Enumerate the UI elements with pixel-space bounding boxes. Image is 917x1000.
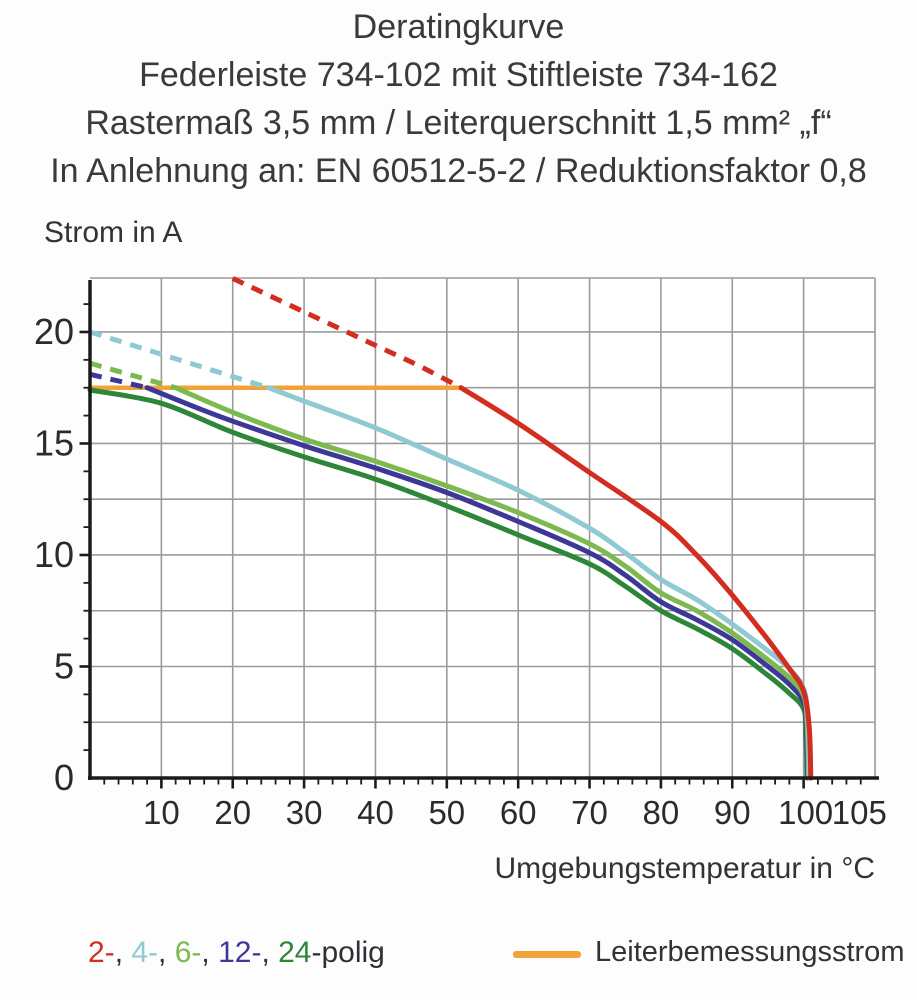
legend-separator: , [261,936,279,969]
rated-current-legend: Leiterbemessungsstrom [513,936,904,969]
x-tick-label: 60 [500,794,537,831]
x-tick-label: 20 [214,794,251,831]
curve-6-polig-dashed [89,360,177,391]
x-tick-label: 105 [832,794,887,831]
chart-header: Deratingkurve Federleiste 734-102 mit St… [0,4,917,196]
title-line-4: In Anlehnung an: EN 60512-5-2 / Reduktio… [50,151,867,190]
plot-area [90,278,875,778]
title-line-2: Federleiste 734-102 mit Stiftleiste 734-… [139,55,778,94]
y-tick-label: 20 [34,311,74,352]
pole-count-24: 24 [278,936,312,969]
poles-legend: 2-, 4-, 6-, 12-, 24-polig [88,936,385,970]
x-tick-label: 90 [714,794,751,831]
x-tick-label: 100 [778,794,833,831]
pole-count-2: 2- [88,936,115,969]
x-tick-label: 80 [643,794,680,831]
curve-12-polig-solid [144,385,811,781]
curve-2-polig-dashed [231,276,463,390]
y-tick-label: 5 [54,645,74,686]
curve-24-polig-solid [87,387,810,781]
x-tick-label: 70 [571,794,608,831]
legend-separator: , [201,936,219,969]
curve-12-polig-dashed [89,371,148,391]
rated-current-label: Leiterbemessungsstrom [595,936,905,968]
y-tick-label: 10 [34,534,74,575]
curve-4-polig-dashed [89,329,270,391]
title-line-3: Rastermaß 3,5 mm / Leiterquerschnitt 1,5… [85,103,832,142]
x-axis-title: Umgebungstemperatur in °C [494,852,875,885]
x-tick-label: 50 [428,794,465,831]
pole-count-6: 6- [174,936,202,969]
legend-separator: , [114,936,132,969]
rated-current-line-swatch [513,951,581,958]
title-line-1: Deratingkurve [352,8,565,46]
legend-separator: , [158,936,175,969]
x-tick-label: 40 [357,794,394,831]
y-tick-label: 0 [54,757,74,798]
x-tick-label: 10 [143,794,180,831]
curve-6-polig-solid [173,385,812,781]
curve-2-polig-solid [458,385,814,781]
poles-legend-suffix: -polig [311,936,385,969]
y-axis-title: Strom in A [44,216,183,249]
y-tick-label: 15 [34,422,74,463]
x-tick-label: 30 [286,794,323,831]
pole-count-12: 12- [218,936,262,969]
legend-row: 2-, 4-, 6-, 12-, 24-polig Leiterbemessun… [0,936,917,986]
pole-count-4: 4- [131,936,159,969]
